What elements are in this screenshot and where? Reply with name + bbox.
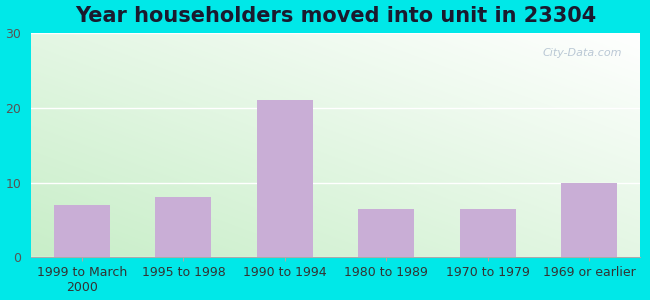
Bar: [562, 182, 618, 257]
Bar: [358, 209, 414, 257]
Bar: [257, 100, 313, 257]
Bar: [54, 205, 110, 257]
Title: Year householders moved into unit in 23304: Year householders moved into unit in 233…: [75, 6, 596, 26]
Bar: [460, 209, 515, 257]
Text: City-Data.com: City-Data.com: [542, 48, 622, 59]
Bar: [155, 197, 211, 257]
